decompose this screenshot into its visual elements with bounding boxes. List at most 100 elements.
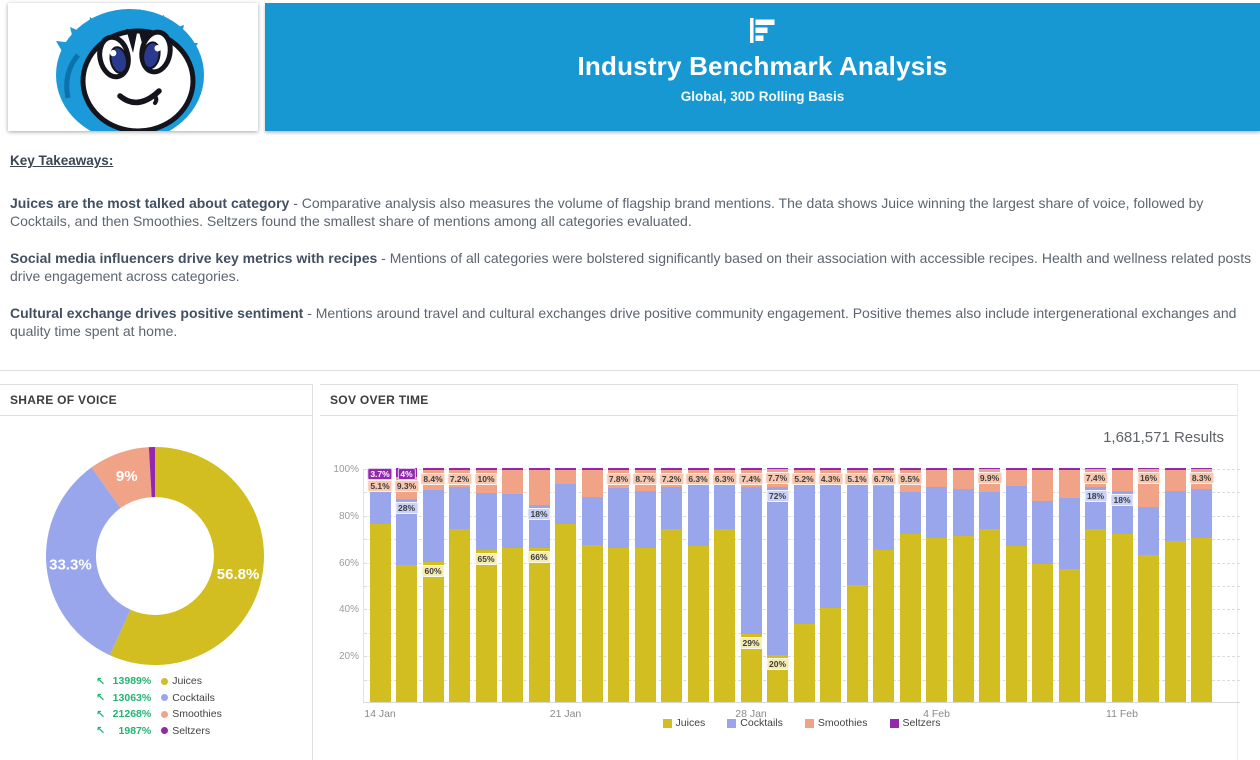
stacked-bar[interactable]	[1111, 468, 1133, 702]
bar-segment-cocktails[interactable]	[846, 482, 868, 585]
bar-segment-cocktails[interactable]	[661, 487, 682, 529]
stacked-bar[interactable]	[793, 468, 815, 702]
bar-segment-seltzers[interactable]	[1111, 468, 1133, 470]
bar-segment-cocktails[interactable]	[502, 494, 523, 548]
bar-segment-cocktails[interactable]	[581, 496, 603, 546]
stacked-bar[interactable]	[528, 468, 550, 702]
sov-legend-item-juices[interactable]: Juices	[662, 717, 705, 729]
bar-segment-juices[interactable]	[449, 528, 470, 702]
bar-segment-seltzers[interactable]	[634, 468, 656, 471]
donut-legend-item-seltzers[interactable]: ↖ 1987% Seltzers	[96, 723, 222, 740]
bar-segment-smoothies[interactable]	[1058, 470, 1080, 499]
stacked-bar[interactable]	[899, 468, 921, 702]
stacked-bar[interactable]	[1085, 468, 1106, 702]
bar-segment-seltzers[interactable]	[1005, 468, 1027, 471]
bar-segment-smoothies[interactable]	[926, 469, 947, 488]
bar-segment-seltzers[interactable]	[1191, 468, 1212, 470]
bar-segment-juices[interactable]	[1032, 563, 1053, 702]
bar-segment-seltzers[interactable]	[846, 468, 868, 471]
stacked-bar[interactable]	[873, 468, 894, 702]
bar-segment-seltzers[interactable]	[793, 468, 815, 470]
bar-segment-cocktails[interactable]	[714, 484, 735, 529]
bar-segment-juices[interactable]	[661, 528, 682, 702]
bar-segment-seltzers[interactable]	[899, 468, 921, 470]
sov-legend-item-smoothies[interactable]: Smoothies	[804, 717, 868, 729]
bar-segment-juices[interactable]	[926, 538, 947, 702]
bar-segment-cocktails[interactable]	[422, 489, 444, 562]
bar-segment-cocktails[interactable]	[396, 499, 417, 565]
stacked-bar[interactable]	[475, 468, 497, 702]
stacked-bar[interactable]	[422, 468, 444, 702]
bar-segment-smoothies[interactable]	[1005, 470, 1027, 486]
bar-segment-juices[interactable]	[475, 549, 497, 702]
bar-segment-cocktails[interactable]	[926, 487, 947, 539]
bar-segment-juices[interactable]	[873, 549, 894, 702]
donut-legend-item-smoothies[interactable]: ↖ 21268% Smoothies	[96, 706, 222, 723]
bar-segment-seltzers[interactable]	[449, 468, 470, 470]
sov-legend-item-seltzers[interactable]: Seltzers	[889, 717, 940, 729]
bar-segment-cocktails[interactable]	[687, 484, 709, 547]
bar-segment-cocktails[interactable]	[793, 482, 815, 624]
bar-segment-seltzers[interactable]	[422, 468, 444, 470]
bar-segment-cocktails[interactable]	[873, 485, 894, 550]
bar-segment-cocktails[interactable]	[952, 489, 974, 536]
bar-segment-seltzers[interactable]	[926, 468, 947, 470]
stacked-bar[interactable]	[740, 468, 762, 702]
bar-segment-cocktails[interactable]	[369, 488, 391, 525]
bar-segment-seltzers[interactable]	[714, 468, 735, 470]
stacked-bar[interactable]	[581, 468, 603, 702]
sov-legend-item-cocktails[interactable]: Cocktails	[727, 717, 783, 729]
bar-segment-seltzers[interactable]	[1032, 468, 1053, 471]
bar-segment-smoothies[interactable]	[581, 469, 603, 497]
stacked-bar[interactable]	[952, 468, 974, 702]
donut-slice-cocktails[interactable]	[45, 467, 131, 656]
stacked-bar[interactable]	[979, 468, 1000, 702]
bar-segment-seltzers[interactable]	[475, 468, 497, 470]
bar-segment-seltzers[interactable]	[528, 468, 550, 470]
stacked-bar[interactable]	[634, 468, 656, 702]
stacked-bar[interactable]	[926, 468, 947, 702]
bar-segment-seltzers[interactable]	[820, 468, 841, 470]
bar-segment-juices[interactable]	[528, 547, 550, 702]
stacked-bar[interactable]	[1138, 468, 1159, 702]
bar-segment-seltzers[interactable]	[952, 468, 974, 470]
bar-segment-juices[interactable]	[634, 547, 656, 702]
stacked-bar[interactable]	[661, 468, 682, 702]
bar-segment-seltzers[interactable]	[555, 468, 576, 470]
bar-segment-juices[interactable]	[1085, 528, 1106, 702]
bar-segment-cocktails[interactable]	[1164, 491, 1186, 541]
bar-segment-seltzers[interactable]	[767, 468, 788, 469]
bar-segment-smoothies[interactable]	[1111, 469, 1133, 492]
bar-segment-juices[interactable]	[740, 634, 762, 702]
bar-segment-juices[interactable]	[979, 528, 1000, 702]
stacked-bar[interactable]	[449, 468, 470, 702]
bar-segment-cocktails[interactable]	[1138, 506, 1159, 555]
stacked-bar[interactable]	[1032, 468, 1053, 702]
stacked-bar[interactable]	[687, 468, 709, 702]
bar-segment-cocktails[interactable]	[555, 484, 576, 525]
stacked-bar[interactable]	[608, 468, 629, 702]
donut-legend-item-cocktails[interactable]: ↖ 13063% Cocktails	[96, 690, 222, 707]
bar-segment-seltzers[interactable]	[1164, 468, 1186, 470]
bar-segment-cocktails[interactable]	[899, 492, 921, 534]
donut-slice-juices[interactable]	[109, 447, 264, 665]
bar-segment-seltzers[interactable]	[979, 468, 1000, 470]
bar-segment-juices[interactable]	[714, 528, 735, 702]
bar-segment-juices[interactable]	[952, 535, 974, 702]
stacked-bar[interactable]	[555, 468, 576, 702]
bar-segment-juices[interactable]	[1005, 546, 1027, 702]
bar-segment-seltzers[interactable]	[740, 468, 762, 470]
bar-segment-juices[interactable]	[820, 608, 841, 702]
bar-segment-seltzers[interactable]	[661, 468, 682, 471]
bar-segment-juices[interactable]	[608, 547, 629, 702]
bar-segment-cocktails[interactable]	[740, 487, 762, 635]
bar-segment-cocktails[interactable]	[767, 486, 788, 656]
stacked-bar[interactable]	[1191, 468, 1212, 702]
stacked-bar[interactable]	[502, 468, 523, 702]
bar-segment-cocktails[interactable]	[1005, 485, 1027, 547]
bar-segment-juices[interactable]	[899, 533, 921, 702]
bar-segment-juices[interactable]	[1111, 533, 1133, 702]
bar-segment-cocktails[interactable]	[608, 488, 629, 548]
stacked-bar[interactable]	[1058, 468, 1080, 702]
bar-segment-juices[interactable]	[1058, 568, 1080, 702]
